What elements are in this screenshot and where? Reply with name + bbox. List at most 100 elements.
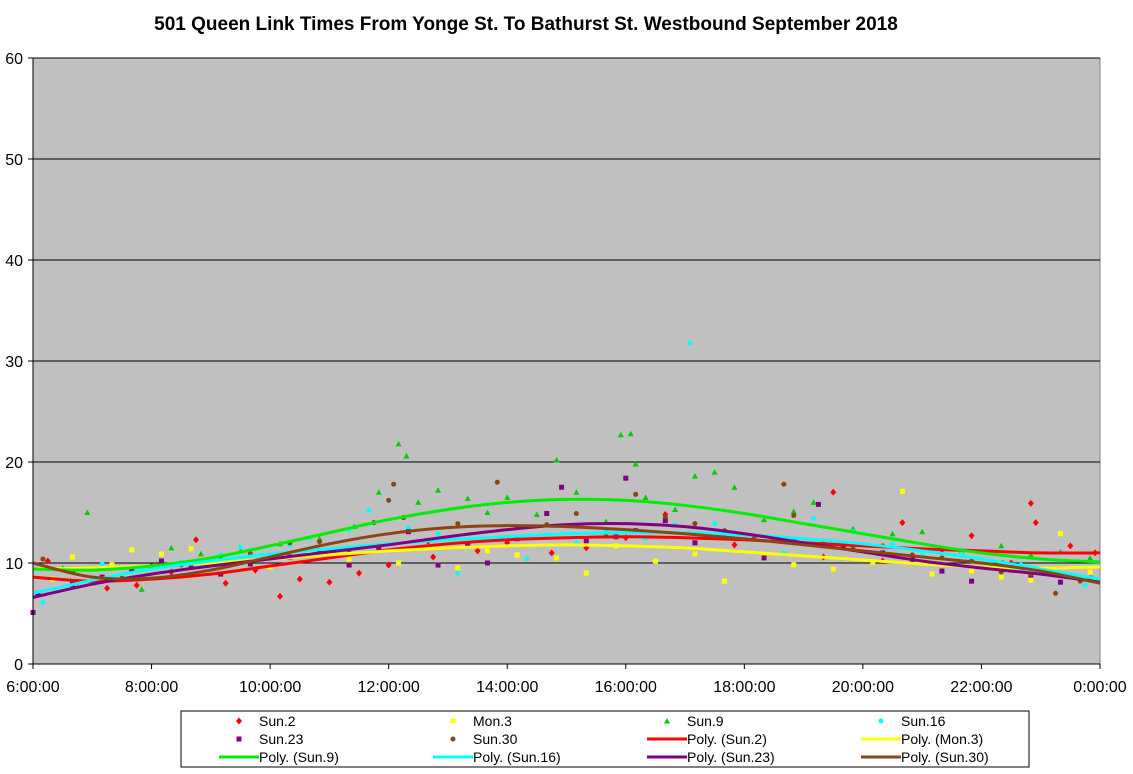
data-point <box>998 574 1004 580</box>
data-point <box>781 481 787 487</box>
data-point <box>573 511 579 517</box>
legend-label: Poly. (Mon.3) <box>901 731 983 747</box>
data-point <box>627 430 634 437</box>
data-point <box>573 489 580 495</box>
data-point <box>376 545 382 551</box>
data-point <box>692 551 698 557</box>
data-point <box>890 541 896 547</box>
data-point <box>1057 531 1063 537</box>
data-point <box>109 562 115 568</box>
data-point <box>968 532 975 540</box>
data-point <box>899 519 906 527</box>
data-point <box>158 551 164 557</box>
data-point <box>317 539 323 545</box>
data-point <box>247 561 253 567</box>
data-point <box>391 481 397 487</box>
x-tick-label: 16:00:00 <box>595 679 657 696</box>
data-point <box>222 579 229 587</box>
data-point <box>692 521 698 527</box>
data-point <box>1028 577 1034 583</box>
data-point <box>691 473 698 479</box>
data-point <box>899 488 905 494</box>
legend-marker <box>236 736 242 742</box>
data-point <box>514 552 520 558</box>
data-point <box>474 547 481 555</box>
trendline <box>32 524 1101 585</box>
data-point <box>484 560 490 566</box>
legend-label: Sun.30 <box>473 731 518 747</box>
data-point <box>791 513 797 519</box>
data-point <box>465 541 471 547</box>
y-tick-label: 0 <box>14 657 23 674</box>
legend-marker <box>878 718 884 724</box>
legend-label: Sun.16 <box>901 713 946 729</box>
data-point <box>366 507 372 513</box>
data-point <box>188 546 194 552</box>
data-point <box>44 557 51 565</box>
data-point <box>375 489 382 495</box>
data-point <box>326 578 333 586</box>
data-point <box>1082 582 1088 588</box>
data-point <box>405 525 411 531</box>
data-point <box>415 499 422 505</box>
data-point <box>1032 519 1039 527</box>
data-point <box>652 558 658 564</box>
data-point <box>722 578 728 584</box>
legend-marker <box>450 718 456 724</box>
data-point <box>790 508 797 514</box>
data-point <box>133 581 140 589</box>
data-point <box>168 544 175 551</box>
data-point <box>430 553 437 561</box>
x-tick-label: 0:00:00 <box>1073 679 1126 696</box>
data-point <box>504 494 511 500</box>
data-point <box>969 568 975 574</box>
data-point <box>70 554 76 560</box>
data-point <box>889 530 896 537</box>
data-point <box>1053 590 1059 596</box>
y-tick-label: 30 <box>5 354 23 371</box>
data-point <box>692 540 698 546</box>
data-point <box>969 578 975 584</box>
data-point <box>40 556 46 562</box>
x-tick-label: 8:00:00 <box>125 679 178 696</box>
data-point <box>403 452 410 459</box>
x-tick-label: 20:00:00 <box>832 679 894 696</box>
data-point <box>791 562 797 568</box>
data-point <box>104 584 111 592</box>
data-point <box>810 516 816 522</box>
data-point <box>484 548 490 554</box>
data-point <box>559 484 565 490</box>
legend: Sun.2 Mon.3 Sun.9 Sun.16 Sun.23 Sun.30 Poly. (… <box>180 710 1030 768</box>
data-point <box>129 547 135 553</box>
x-tick-label: 22:00:00 <box>950 679 1012 696</box>
axes-layer: 0 10 20 30 40 50 60 6:00:00 8:00:00 10:00:00 12:00… <box>5 51 1127 696</box>
data-point <box>193 536 200 544</box>
data-point <box>455 521 461 527</box>
trendline <box>32 543 1101 571</box>
data-point <box>548 549 555 557</box>
data-point <box>138 586 145 592</box>
data-point <box>840 544 846 550</box>
y-tick-label: 60 <box>5 51 23 68</box>
data-point <box>633 491 639 497</box>
legend-label: Poly. (Sun.16) <box>473 749 561 765</box>
legend-label: Poly. (Sun.2) <box>687 731 767 747</box>
data-point <box>1087 569 1093 575</box>
data-point <box>533 511 540 518</box>
data-point <box>939 568 945 574</box>
data-point <box>731 484 738 490</box>
data-point <box>544 511 550 517</box>
legend-marker <box>236 717 242 725</box>
legend-label: Sun.2 <box>259 713 296 729</box>
data-point <box>276 592 283 600</box>
legend-label: Poly. (Sun.9) <box>259 749 339 765</box>
data-point <box>1087 554 1094 561</box>
data-point <box>761 516 768 523</box>
data-point <box>435 562 441 568</box>
data-point <box>761 555 767 561</box>
trendline <box>32 531 1101 595</box>
data-point <box>830 488 837 496</box>
data-point <box>919 528 926 535</box>
data-point <box>711 469 718 475</box>
data-point <box>494 479 500 485</box>
